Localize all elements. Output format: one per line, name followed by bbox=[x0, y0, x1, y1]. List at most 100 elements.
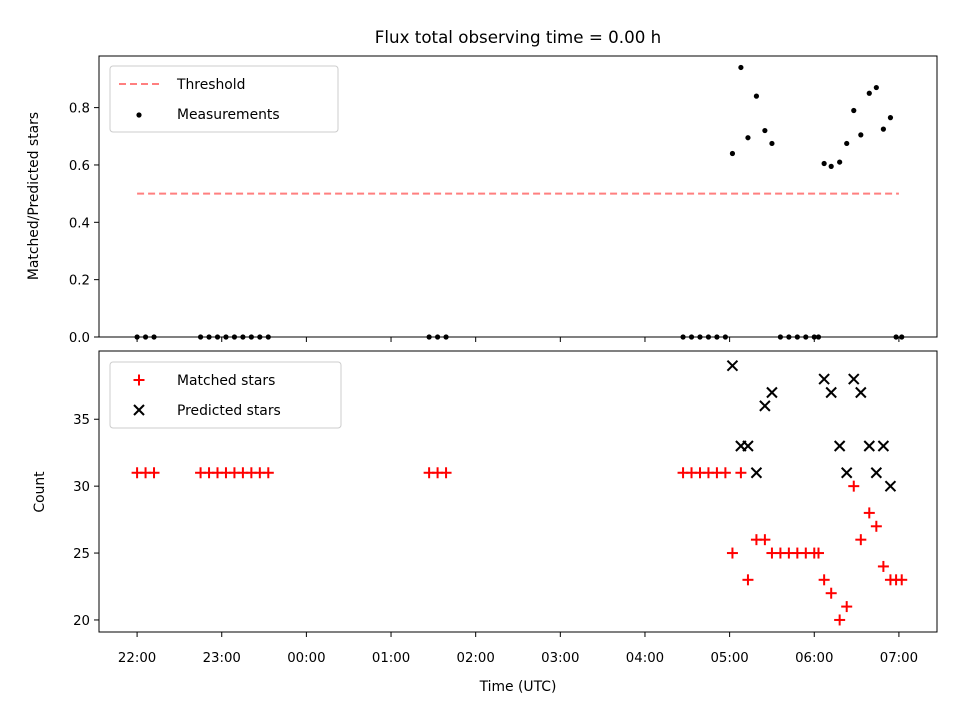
matched-point bbox=[735, 467, 747, 479]
matched-point bbox=[834, 614, 846, 626]
xtick-label: 05:00 bbox=[710, 651, 748, 666]
x-stroke-b bbox=[750, 467, 763, 479]
x-stroke-b bbox=[855, 386, 867, 399]
x-stroke-b bbox=[742, 440, 754, 452]
measurement-point bbox=[745, 135, 751, 141]
legend-measurements-swatch bbox=[136, 112, 142, 118]
matched-point bbox=[726, 547, 738, 559]
matched-point bbox=[759, 534, 771, 546]
xtick-label: 06:00 bbox=[795, 651, 833, 666]
xtick-label: 02:00 bbox=[457, 651, 495, 666]
predicted-point bbox=[848, 373, 860, 385]
predicted-point bbox=[825, 386, 837, 399]
predicted-point bbox=[766, 386, 778, 399]
matched-point bbox=[855, 534, 867, 546]
matched-point bbox=[742, 574, 754, 586]
measurement-point bbox=[880, 126, 886, 132]
x-stroke-b bbox=[841, 467, 853, 479]
measurement-point bbox=[828, 163, 834, 169]
legend-measurements-label: Measurements bbox=[177, 107, 280, 123]
xtick-label: 22:00 bbox=[118, 651, 156, 666]
x-stroke-b bbox=[833, 440, 846, 452]
bottom-ytick-label: 20 bbox=[73, 614, 90, 629]
matched-point bbox=[818, 574, 830, 586]
measurement-point bbox=[851, 107, 857, 114]
matched-point bbox=[863, 507, 875, 519]
matched-point bbox=[896, 574, 908, 586]
measurement-point bbox=[866, 90, 872, 96]
x-stroke-b bbox=[877, 440, 890, 452]
matched-point bbox=[262, 467, 274, 479]
predicted-point bbox=[726, 360, 739, 372]
top-ytick-label: 0.4 bbox=[69, 216, 90, 231]
top-ytick-label: 0.8 bbox=[69, 102, 90, 117]
x-stroke-b bbox=[133, 404, 145, 416]
measurement-point bbox=[887, 115, 894, 121]
x-stroke-b bbox=[870, 467, 883, 479]
top-legend: Threshold Measurements bbox=[109, 65, 339, 133]
measurement-point bbox=[769, 140, 775, 147]
top-plot-area: 0.0 0.2 0.4 0.6 0.8 bbox=[69, 64, 905, 346]
measurement-point bbox=[821, 160, 827, 167]
predicted-point bbox=[759, 400, 771, 412]
matched-point bbox=[440, 467, 452, 479]
x-stroke-b bbox=[759, 400, 771, 412]
x-stroke-b bbox=[766, 386, 778, 399]
xtick-label: 07:00 bbox=[880, 651, 918, 666]
bottom-axes-frame bbox=[98, 350, 938, 633]
matched-point bbox=[877, 560, 889, 572]
measurement-point bbox=[837, 159, 843, 165]
xtick-label: 01:00 bbox=[372, 651, 410, 666]
predicted-point bbox=[841, 467, 853, 479]
legend-matched-swatch bbox=[133, 374, 145, 386]
chart-title: Flux total observing time = 0.00 h bbox=[375, 27, 661, 47]
x-stroke-b bbox=[825, 386, 837, 399]
top-ytick-label: 0.0 bbox=[69, 331, 90, 346]
top-axes-frame bbox=[98, 55, 938, 338]
legend-threshold-label: Threshold bbox=[176, 77, 245, 93]
bottom-plot-area: 20 25 30 35 22:00 23:00 00:00 01:00 02:00 03:00 04… bbox=[73, 360, 918, 666]
matched-point bbox=[848, 480, 860, 492]
measurement-point bbox=[753, 93, 760, 99]
predicted-point bbox=[863, 440, 875, 452]
x-stroke-b bbox=[863, 440, 875, 452]
legend-matched-label: Matched stars bbox=[177, 373, 275, 389]
predicted-point bbox=[877, 440, 890, 452]
predicted-point bbox=[833, 440, 846, 452]
measurement-point bbox=[873, 84, 879, 91]
xtick-label: 23:00 bbox=[203, 651, 241, 666]
legend-predicted-swatch bbox=[133, 404, 145, 416]
xtick-label: 03:00 bbox=[541, 651, 579, 666]
matched-point bbox=[825, 587, 837, 599]
bottom-ytick-label: 25 bbox=[73, 547, 90, 562]
measurement-point bbox=[738, 64, 744, 71]
top-ytick-label: 0.2 bbox=[69, 274, 90, 289]
predicted-point bbox=[750, 467, 763, 479]
bottom-ylabel: Count bbox=[32, 471, 48, 513]
predicted-point bbox=[884, 480, 897, 492]
xtick-label: 04:00 bbox=[626, 651, 664, 666]
matched-point bbox=[812, 547, 824, 559]
x-stroke-b bbox=[726, 360, 739, 372]
x-stroke-b bbox=[884, 480, 897, 492]
top-ytick-label: 0.6 bbox=[69, 159, 90, 174]
legend-plus bbox=[133, 374, 145, 386]
measurement-point bbox=[729, 150, 736, 157]
bottom-ytick-label: 35 bbox=[73, 413, 90, 428]
predicted-point bbox=[870, 467, 883, 479]
bottom-xlabel: Time (UTC) bbox=[479, 679, 557, 695]
top-ylabel: Matched/Predicted stars bbox=[26, 112, 42, 280]
matched-point bbox=[148, 467, 160, 479]
matched-point bbox=[719, 467, 731, 479]
bottom-legend: Matched stars Predicted stars bbox=[109, 361, 342, 429]
xtick-label: 00:00 bbox=[287, 651, 325, 666]
predicted-point bbox=[818, 373, 830, 385]
measurement-point bbox=[858, 132, 864, 138]
x-stroke-b bbox=[818, 373, 830, 385]
matched-point bbox=[841, 601, 853, 613]
measurement-point bbox=[762, 127, 768, 134]
matched-point bbox=[870, 520, 882, 532]
legend-x bbox=[133, 404, 145, 416]
x-stroke-b bbox=[848, 373, 860, 385]
